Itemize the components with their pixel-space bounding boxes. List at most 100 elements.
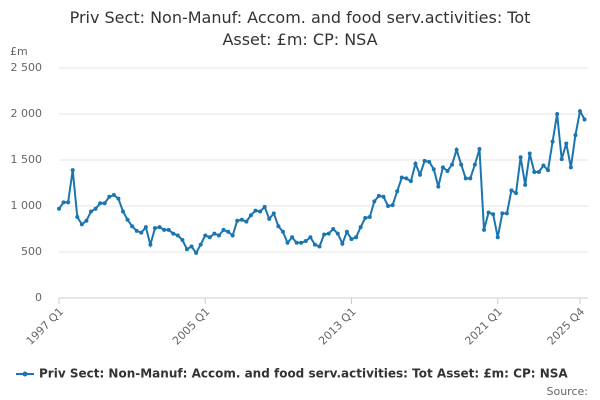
point xyxy=(180,238,185,243)
point xyxy=(312,242,317,247)
point xyxy=(116,196,121,201)
point xyxy=(248,213,253,218)
point xyxy=(235,218,240,223)
source: Source: xyxy=(547,385,589,398)
point xyxy=(221,227,226,232)
point xyxy=(390,203,395,208)
point xyxy=(280,229,285,234)
point xyxy=(308,235,313,240)
point xyxy=(148,242,153,247)
x-tick-label: 2021 Q1 xyxy=(462,305,505,348)
point xyxy=(239,217,244,222)
y-tick-label: 2 500 xyxy=(11,61,43,74)
point xyxy=(88,209,93,214)
point xyxy=(546,168,551,173)
point xyxy=(93,206,98,211)
point xyxy=(582,117,587,122)
point xyxy=(367,215,372,220)
point xyxy=(322,232,327,237)
point xyxy=(203,233,208,238)
point xyxy=(463,176,468,181)
y-tick-label: 1 000 xyxy=(11,199,43,212)
point xyxy=(468,176,473,181)
point xyxy=(331,227,336,231)
point xyxy=(134,228,139,233)
point xyxy=(184,247,189,252)
point xyxy=(363,215,368,220)
point xyxy=(573,133,578,138)
point xyxy=(143,225,148,230)
point xyxy=(166,227,171,232)
y-tick-label: 500 xyxy=(21,245,42,258)
point xyxy=(212,231,217,236)
point xyxy=(317,244,322,249)
point xyxy=(514,191,519,196)
y-axis-label: £m xyxy=(10,45,28,58)
point xyxy=(500,211,505,216)
point xyxy=(194,250,199,255)
point xyxy=(107,194,112,199)
y-tick-label: 2 000 xyxy=(11,107,43,120)
point xyxy=(404,176,409,181)
point xyxy=(482,227,487,232)
point xyxy=(408,179,413,184)
point xyxy=(450,162,455,167)
point xyxy=(454,147,459,152)
point xyxy=(198,242,203,247)
point xyxy=(477,146,482,151)
point xyxy=(459,162,464,167)
point xyxy=(157,225,162,230)
point xyxy=(216,233,221,238)
point xyxy=(271,211,276,216)
x-tick-label: 2025 Q4 xyxy=(545,305,588,348)
point xyxy=(431,167,436,172)
point xyxy=(532,169,537,174)
point xyxy=(57,206,61,211)
point xyxy=(555,112,560,116)
point xyxy=(79,222,84,227)
legend-marker xyxy=(22,371,28,377)
legend-label: Priv Sect: Non-Manuf: Accom. and food se… xyxy=(39,367,568,381)
point xyxy=(294,240,299,245)
point xyxy=(267,216,272,221)
point xyxy=(66,200,71,205)
point xyxy=(299,240,304,245)
point xyxy=(358,225,363,230)
point xyxy=(120,209,125,214)
point xyxy=(472,162,477,167)
point xyxy=(207,235,212,240)
point xyxy=(504,211,509,216)
point xyxy=(258,209,263,214)
point xyxy=(152,226,157,231)
point xyxy=(84,218,89,223)
point xyxy=(509,188,514,193)
point xyxy=(486,210,491,215)
point xyxy=(372,199,377,204)
point xyxy=(541,163,546,168)
point xyxy=(550,139,555,144)
point xyxy=(262,204,267,209)
point xyxy=(399,175,404,180)
point xyxy=(226,229,231,234)
point xyxy=(244,219,249,224)
point xyxy=(344,229,349,234)
point xyxy=(578,109,582,114)
point xyxy=(445,169,450,174)
point xyxy=(354,235,359,240)
point xyxy=(125,217,130,222)
point xyxy=(568,165,573,170)
point xyxy=(61,200,66,205)
y-tick-label: 0 xyxy=(35,291,42,304)
point xyxy=(386,204,391,208)
point xyxy=(376,193,381,198)
point xyxy=(70,168,75,173)
point xyxy=(418,172,423,177)
chart-title: Priv Sect: Non-Manuf: Accom. and food se… xyxy=(70,8,531,49)
point xyxy=(98,201,103,206)
y-tick-label: 1 500 xyxy=(11,153,43,166)
point xyxy=(536,169,541,174)
point xyxy=(285,240,290,245)
point xyxy=(75,215,80,220)
point xyxy=(290,235,295,240)
point xyxy=(171,231,176,236)
